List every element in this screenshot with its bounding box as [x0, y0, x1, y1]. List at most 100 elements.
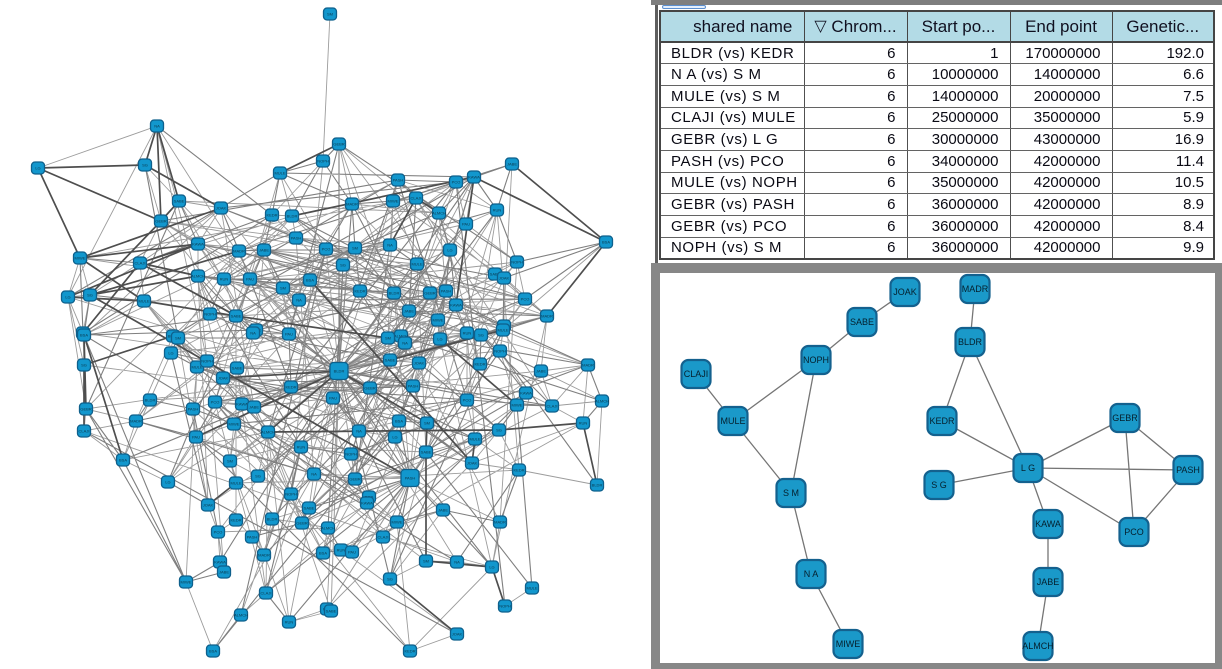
svg-text:PASH: PASH [247, 535, 258, 540]
svg-text:GEBR: GEBR [155, 219, 166, 224]
svg-text:MADR: MADR [541, 314, 553, 319]
svg-text:SG: SG [496, 428, 502, 433]
svg-text:RUN: RUN [463, 331, 472, 336]
svg-text:MULE: MULE [138, 299, 149, 304]
svg-text:CLAJI: CLAJI [261, 591, 272, 596]
svg-text:KEDR: KEDR [474, 362, 485, 367]
svg-text:RUN: RUN [493, 208, 502, 213]
svg-text:NA: NA [250, 331, 256, 336]
svg-text:KAWA: KAWA [520, 391, 532, 396]
svg-text:BSA: BSA [80, 333, 88, 338]
svg-text:BLDR: BLDR [267, 517, 278, 522]
svg-text:SABE: SABE [231, 314, 242, 319]
svg-text:PAU: PAU [348, 550, 356, 555]
svg-text:CLAJI: CLAJI [684, 369, 709, 379]
svg-text:MADR: MADR [962, 284, 989, 294]
svg-text:SG: SG [340, 263, 346, 268]
svg-text:SABE: SABE [232, 366, 243, 371]
svg-text:KEDR: KEDR [266, 213, 277, 218]
svg-text:NOPH: NOPH [511, 260, 523, 265]
svg-text:MIWE: MIWE [75, 256, 86, 261]
svg-text:RUN: RUN [579, 421, 588, 426]
svg-text:GEBR: GEBR [333, 142, 344, 147]
svg-text:LG: LG [447, 248, 452, 253]
svg-text:MULE: MULE [191, 365, 202, 370]
svg-text:BLDR: BLDR [389, 291, 400, 296]
svg-text:SG: SG [87, 293, 93, 298]
svg-text:JOAK: JOAK [203, 503, 214, 508]
svg-text:SG: SG [387, 577, 393, 582]
svg-text:JABE: JABE [536, 369, 546, 374]
svg-text:BSA: BSA [602, 240, 610, 245]
svg-text:NOPH: NOPH [499, 604, 511, 609]
svg-text:PASH: PASH [441, 289, 452, 294]
svg-text:BSA: BSA [119, 458, 127, 463]
svg-text:NOPH: NOPH [285, 492, 297, 497]
svg-text:JABE: JABE [219, 570, 229, 575]
svg-text:GEBR: GEBR [364, 386, 375, 391]
svg-text:SABE: SABE [385, 358, 396, 363]
svg-text:MULE: MULE [230, 481, 241, 486]
svg-text:NA: NA [387, 243, 393, 248]
svg-text:GEBR: GEBR [349, 477, 360, 482]
svg-text:NOPH: NOPH [803, 355, 829, 365]
svg-text:MIWE: MIWE [392, 520, 403, 525]
svg-text:CLAJI: CLAJI [135, 261, 146, 266]
svg-text:ALMCH: ALMCH [595, 399, 609, 404]
svg-text:BLDR: BLDR [334, 369, 345, 374]
svg-text:MULE: MULE [720, 416, 745, 426]
svg-text:MIWE: MIWE [836, 639, 861, 649]
svg-text:JABE: JABE [404, 309, 414, 314]
svg-text:SABE: SABE [174, 199, 185, 204]
svg-text:MADR: MADR [582, 363, 594, 368]
svg-text:SG: SG [255, 474, 261, 479]
svg-text:MULE: MULE [469, 437, 480, 442]
svg-text:JOAK: JOAK [893, 287, 917, 297]
svg-text:LG: LG [489, 565, 494, 570]
svg-text:PASH: PASH [291, 236, 302, 241]
svg-text:GEBR: GEBR [424, 291, 435, 296]
svg-text:SABE: SABE [304, 506, 315, 511]
svg-text:ALMCH: ALMCH [394, 334, 408, 339]
svg-text:LG: LG [168, 351, 173, 356]
svg-text:KAWA: KAWA [468, 175, 480, 180]
svg-text:NA: NA [356, 429, 362, 434]
svg-text:PCO: PCO [452, 180, 461, 185]
svg-text:NOPH: NOPH [317, 159, 329, 164]
svg-text:PCO: PCO [521, 297, 530, 302]
svg-text:KAWA: KAWA [361, 501, 373, 506]
svg-text:LG: LG [35, 166, 40, 171]
svg-text:JOAK: JOAK [218, 376, 229, 381]
svg-text:L G: L G [1021, 463, 1035, 473]
svg-text:CLAJI: CLAJI [547, 404, 558, 409]
svg-text:PAU: PAU [192, 435, 200, 440]
svg-text:RUN: RUN [337, 548, 346, 553]
svg-text:PASH: PASH [188, 407, 199, 412]
svg-text:MULE: MULE [526, 586, 537, 591]
svg-text:NOPH: NOPH [494, 349, 506, 354]
svg-text:NOPH: NOPH [201, 359, 213, 364]
svg-text:PASH: PASH [405, 476, 416, 481]
svg-text:MADR: MADR [130, 419, 142, 424]
svg-text:SM: SM [227, 459, 233, 464]
svg-text:SM: SM [423, 559, 429, 564]
svg-text:ALMCH: ALMCH [432, 211, 446, 216]
svg-text:RUN: RUN [220, 277, 229, 282]
svg-text:SABE: SABE [421, 450, 432, 455]
svg-text:BSA: BSA [209, 649, 217, 654]
svg-text:NA: NA [402, 341, 408, 346]
svg-text:MADR: MADR [346, 202, 358, 207]
svg-text:KEDR: KEDR [929, 416, 955, 426]
svg-text:PASH: PASH [393, 178, 404, 183]
svg-text:JABE: JABE [1037, 577, 1060, 587]
svg-text:JABE: JABE [438, 508, 448, 513]
svg-text:BLDR: BLDR [592, 483, 603, 488]
svg-text:GEBR: GEBR [1112, 413, 1138, 423]
svg-text:PASH: PASH [408, 384, 419, 389]
svg-text:LG: LG [165, 480, 170, 485]
svg-text:BLDR: BLDR [958, 337, 983, 347]
svg-text:PAU: PAU [462, 222, 470, 227]
svg-text:RUN: RUN [285, 620, 294, 625]
svg-text:PAU: PAU [246, 277, 254, 282]
svg-text:KEDR: KEDR [354, 289, 365, 294]
